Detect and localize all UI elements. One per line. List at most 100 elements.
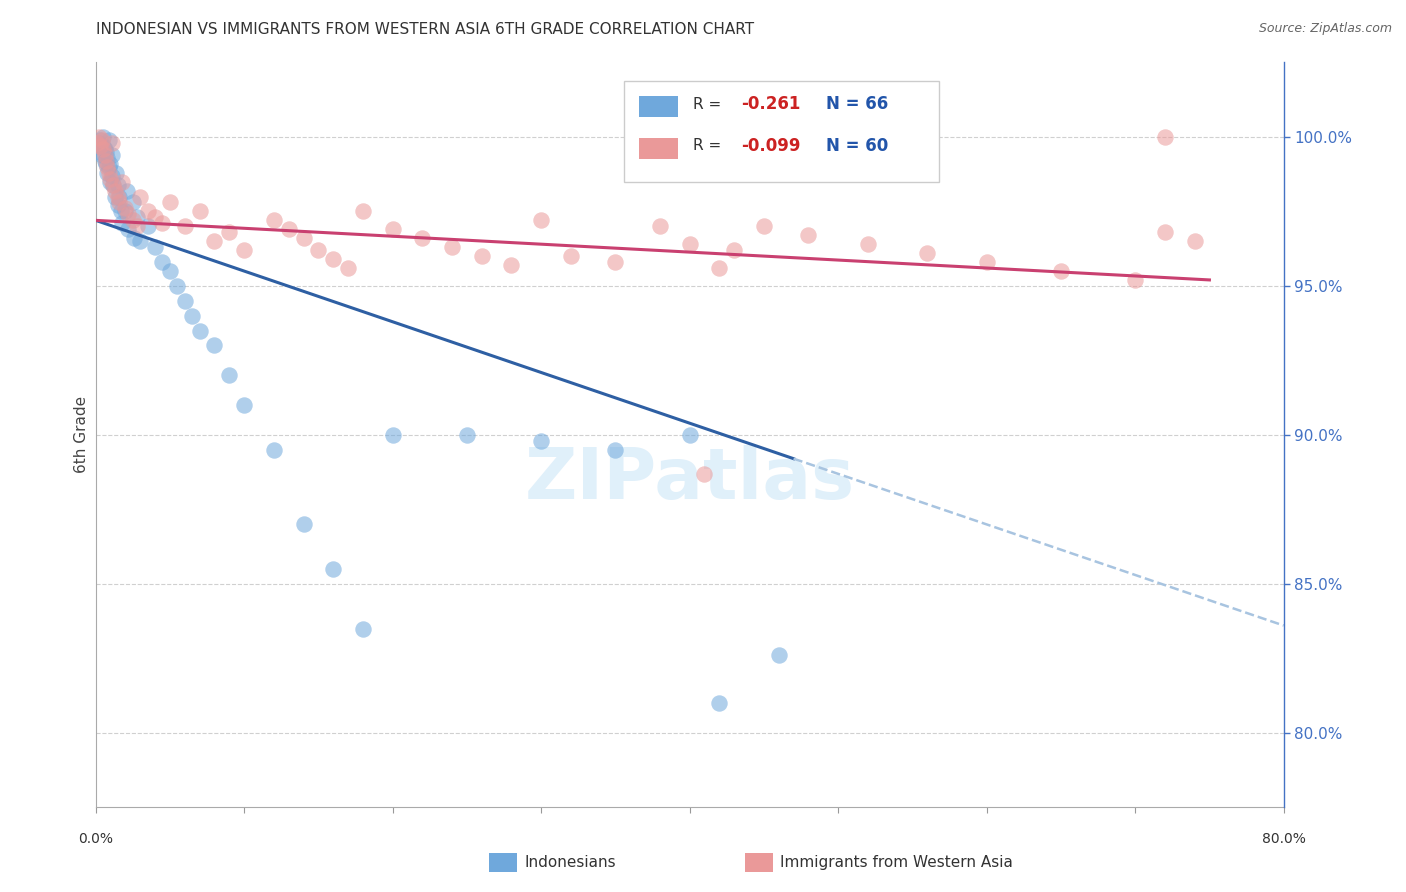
Point: [204, 234, 226, 248]
Point: [86, 136, 108, 150]
Point: [108, 189, 131, 203]
Point: [159, 195, 181, 210]
Point: [129, 189, 152, 203]
Point: [441, 240, 464, 254]
Point: [101, 169, 124, 183]
Point: [173, 293, 195, 308]
Point: [1050, 264, 1073, 278]
Point: [93, 148, 115, 162]
Point: [94, 145, 117, 159]
Text: R =: R =: [693, 96, 727, 112]
Text: -0.099: -0.099: [741, 136, 800, 155]
Y-axis label: 6th Grade: 6th Grade: [73, 396, 89, 474]
Point: [411, 231, 433, 245]
Point: [136, 204, 159, 219]
Point: [127, 219, 149, 234]
Point: [115, 184, 138, 198]
Point: [103, 178, 125, 192]
Point: [94, 157, 117, 171]
Point: [188, 324, 211, 338]
Point: [173, 219, 195, 234]
Point: [96, 151, 118, 165]
Point: [136, 219, 159, 234]
Point: [143, 240, 166, 254]
Point: [86, 139, 108, 153]
Point: [679, 237, 702, 252]
Point: [93, 153, 115, 168]
Point: [218, 225, 240, 239]
Text: 80.0%: 80.0%: [1261, 832, 1306, 847]
Point: [143, 211, 166, 225]
Point: [233, 398, 256, 412]
Point: [381, 222, 404, 236]
Text: Indonesians: Indonesians: [524, 855, 616, 870]
Point: [152, 216, 174, 230]
Point: [87, 136, 110, 150]
Point: [100, 175, 122, 189]
Text: ZIPatlas: ZIPatlas: [524, 445, 855, 514]
Point: [752, 219, 775, 234]
Point: [292, 231, 315, 245]
Point: [307, 243, 329, 257]
Point: [105, 166, 128, 180]
Point: [114, 204, 136, 219]
Point: [605, 255, 627, 269]
Point: [471, 249, 494, 263]
Point: [98, 133, 121, 147]
Point: [456, 427, 478, 442]
Point: [605, 442, 627, 457]
Bar: [638, 96, 678, 117]
Text: -0.261: -0.261: [741, 95, 800, 113]
Point: [108, 195, 131, 210]
Point: [501, 258, 523, 272]
Point: [723, 243, 745, 257]
Point: [89, 139, 111, 153]
Point: [917, 246, 939, 260]
Text: Immigrants from Western Asia: Immigrants from Western Asia: [780, 855, 1014, 870]
Point: [91, 142, 114, 156]
Point: [679, 427, 702, 442]
Point: [89, 145, 111, 159]
Point: [107, 198, 129, 212]
Point: [530, 213, 553, 227]
Point: [96, 166, 118, 180]
Point: [976, 255, 998, 269]
Point: [648, 219, 671, 234]
Point: [110, 204, 132, 219]
Point: [322, 562, 344, 576]
Point: [277, 222, 299, 236]
Point: [1154, 130, 1177, 145]
Point: [104, 189, 127, 203]
Point: [91, 139, 114, 153]
Point: [166, 279, 188, 293]
Point: [100, 171, 122, 186]
Point: [101, 148, 124, 162]
Point: [90, 148, 112, 162]
Point: [1184, 234, 1206, 248]
Point: [530, 434, 553, 448]
Point: [159, 264, 181, 278]
Point: [856, 237, 879, 252]
Text: R =: R =: [693, 138, 727, 153]
Point: [98, 160, 121, 174]
Text: N = 60: N = 60: [827, 136, 889, 155]
Point: [93, 142, 115, 156]
Point: [352, 204, 374, 219]
Text: Source: ZipAtlas.com: Source: ZipAtlas.com: [1258, 22, 1392, 36]
Point: [188, 204, 211, 219]
Point: [1154, 225, 1177, 239]
Point: [352, 622, 374, 636]
Point: [121, 195, 143, 210]
Point: [101, 136, 124, 150]
Point: [337, 260, 360, 275]
Point: [103, 178, 125, 192]
Point: [797, 228, 820, 243]
Text: INDONESIAN VS IMMIGRANTS FROM WESTERN ASIA 6TH GRADE CORRELATION CHART: INDONESIAN VS IMMIGRANTS FROM WESTERN AS…: [96, 22, 754, 37]
Point: [322, 252, 344, 266]
Point: [111, 216, 134, 230]
Point: [263, 442, 285, 457]
FancyBboxPatch shape: [624, 81, 939, 182]
Point: [181, 309, 204, 323]
Point: [87, 130, 110, 145]
Bar: [638, 137, 678, 159]
